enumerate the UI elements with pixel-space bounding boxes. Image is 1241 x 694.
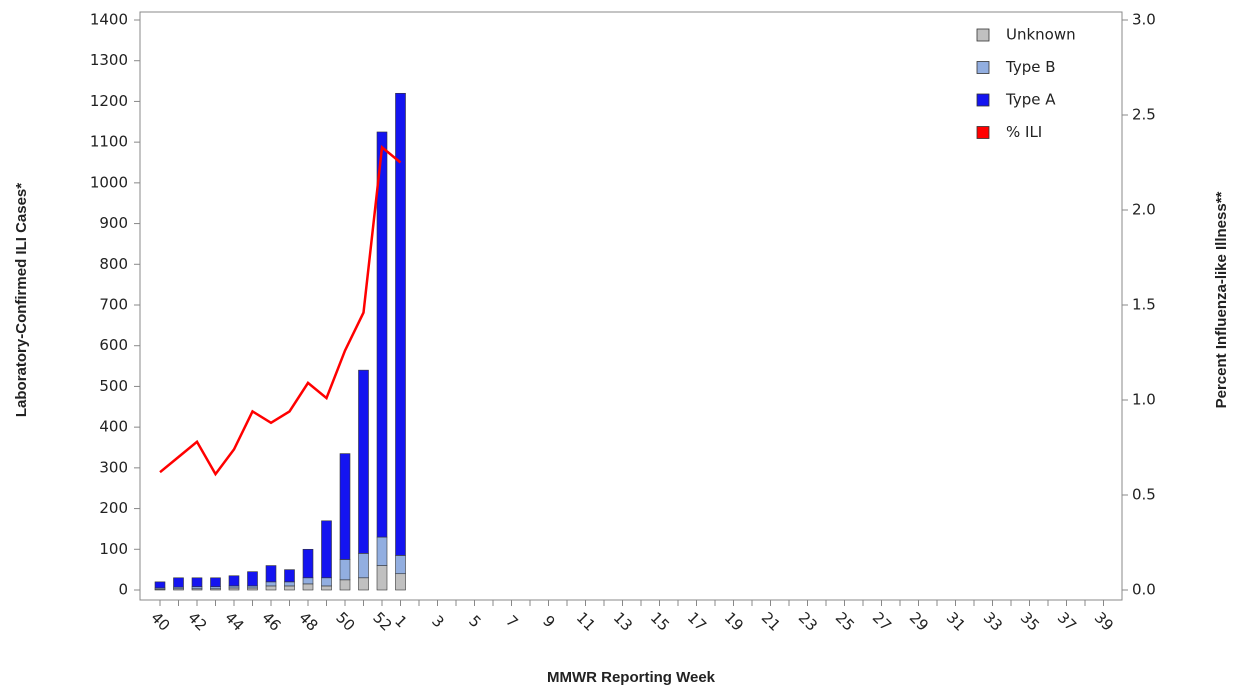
legend-swatch — [976, 93, 990, 107]
y-tick-label: 200 — [99, 499, 128, 517]
x-tick-label: 46 — [258, 609, 284, 635]
x-tick-label: 50 — [332, 609, 358, 635]
x-tick-label: 27 — [869, 609, 895, 635]
bar-segment — [339, 579, 351, 591]
y2-tick-label: 3.0 — [1132, 11, 1156, 29]
bar-segment — [247, 585, 258, 589]
bar-segment — [228, 585, 240, 589]
x-tick-label: 35 — [1017, 609, 1043, 635]
x-tick-label: 1 — [391, 612, 410, 631]
y-axis-title: Laboratory-Confirmed ILI Cases* — [13, 183, 30, 417]
bar-segment — [284, 581, 295, 587]
bar-segment — [265, 581, 277, 587]
legend-label: Unknown — [1006, 26, 1076, 44]
y-tick-label: 900 — [99, 214, 128, 232]
y-tick-label: 800 — [99, 255, 128, 273]
x-tick-label: 52 — [369, 609, 395, 635]
x-tick-label: 21 — [758, 609, 784, 635]
y-tick-label: 300 — [99, 458, 128, 476]
x-tick-label: 42 — [184, 609, 210, 635]
bar-segment — [321, 585, 332, 591]
x-tick-label: 25 — [832, 609, 858, 635]
x-tick-label: 3 — [428, 612, 447, 631]
bar-segment — [265, 565, 277, 583]
bar-segment — [173, 577, 184, 588]
y-tick-label: 1100 — [90, 133, 128, 151]
ili-line — [159, 144, 402, 477]
x-tick-label: 33 — [980, 609, 1006, 635]
x-tick-label: 23 — [795, 609, 821, 635]
bar-segment — [395, 573, 406, 591]
x-tick-label: 13 — [610, 609, 636, 635]
bar-segment — [358, 577, 369, 591]
x-tick-label: 37 — [1054, 609, 1080, 635]
plot-frame — [139, 11, 1123, 601]
y-tick-label: 600 — [99, 336, 128, 354]
y-tick-label: 1200 — [90, 92, 128, 110]
x-tick-label: 7 — [502, 612, 521, 631]
bar-segment — [376, 565, 388, 591]
x-tick-label: 5 — [465, 612, 484, 631]
bar-segment — [395, 555, 406, 575]
bar-segment — [284, 569, 295, 583]
bar-segment — [191, 577, 203, 588]
bar-segment — [210, 586, 221, 590]
y-tick-label: 400 — [99, 418, 128, 436]
bar-segment — [210, 577, 221, 588]
x-tick-label: 9 — [539, 612, 558, 631]
y-tick-label: 500 — [99, 377, 128, 395]
legend-swatch — [976, 28, 990, 42]
bar-segment — [358, 553, 369, 579]
bar-segment — [339, 453, 351, 560]
x-tick-label: 31 — [943, 609, 969, 635]
y2-tick-label: 1.0 — [1132, 391, 1156, 409]
legend-label: % ILI — [1006, 123, 1042, 141]
x-tick-label: 48 — [295, 609, 321, 635]
y2-axis-title: Percent Influenza-like Illness** — [1213, 191, 1230, 408]
y-tick-label: 1300 — [90, 51, 128, 69]
bar-segment — [247, 587, 258, 591]
x-tick-label: 40 — [147, 609, 173, 635]
bar-segment — [265, 585, 277, 591]
x-tick-label: 15 — [647, 609, 673, 635]
bar-segment — [228, 587, 240, 591]
bar-segment — [358, 369, 369, 554]
bar-segment — [302, 583, 314, 591]
y-tick-label: 1400 — [90, 11, 128, 29]
x-axis-title: MMWR Reporting Week — [547, 669, 716, 686]
x-tick-label: 19 — [721, 609, 747, 635]
legend-label: Type B — [1005, 58, 1056, 76]
bar-segment — [154, 581, 166, 589]
y-tick-label: 100 — [99, 540, 128, 558]
y-tick-label: 1000 — [90, 173, 128, 191]
y-tick-label: 0 — [118, 581, 128, 599]
legend-label: Type A — [1005, 91, 1056, 109]
bar-segment — [228, 575, 240, 587]
bar-segment — [321, 520, 332, 579]
bar-segment — [339, 559, 351, 581]
bar-segment — [302, 577, 314, 585]
y-tick-label: 700 — [99, 296, 128, 314]
y2-tick-label: 1.5 — [1132, 296, 1156, 314]
y2-tick-label: 2.0 — [1132, 201, 1156, 219]
bar-segment — [284, 585, 295, 591]
bar-segment — [376, 536, 388, 566]
bar-segment — [191, 586, 203, 590]
x-tick-label: 39 — [1091, 609, 1117, 635]
x-tick-label: 17 — [684, 609, 710, 635]
y2-tick-label: 0.0 — [1132, 581, 1156, 599]
bar-segment — [321, 577, 332, 587]
y2-tick-label: 0.5 — [1132, 486, 1156, 504]
x-tick-label: 11 — [573, 609, 599, 635]
legend-swatch — [976, 61, 990, 74]
y2-tick-label: 2.5 — [1132, 106, 1156, 124]
bar-segment — [395, 92, 406, 556]
x-tick-label: 29 — [906, 609, 932, 635]
bar-segment — [247, 571, 258, 587]
legend-swatch — [976, 126, 990, 139]
bar-segment — [376, 131, 388, 538]
x-tick-label: 44 — [221, 609, 247, 635]
bar-segment — [302, 548, 314, 579]
